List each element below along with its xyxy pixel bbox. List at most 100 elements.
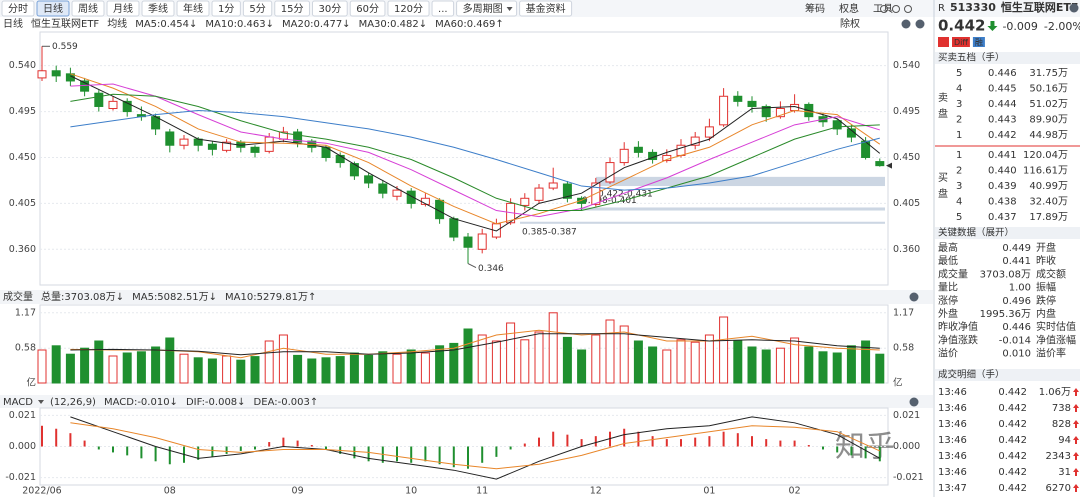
tab[interactable] [106,0,140,17]
trade-price: 0.442 [998,387,1027,398]
quote-change_pct: -2.00% [1044,20,1080,33]
tab-label[interactable]: ... [438,4,448,15]
ma-line [70,73,881,225]
key-value: 0.449 [1002,243,1031,254]
volume-bar [51,345,61,384]
key-label: 昨收净值 [938,320,978,333]
close-icon[interactable] [901,19,911,29]
key-label: 涨停 [938,294,958,307]
y-tick-label: 0.000 [893,441,920,452]
volume-bar [179,353,189,384]
ma-line [70,93,880,212]
volume-bar [463,328,473,384]
key-label: 昨收 [1036,254,1056,267]
tool[interactable]: 权息 [839,2,859,15]
tab[interactable] [311,0,348,17]
tab[interactable] [519,0,573,17]
macd-title: MACD [3,397,33,408]
x-tick-label: 08 [164,486,176,497]
volume-bar [633,340,643,384]
key-value: 3703.08万 [980,269,1031,280]
period: 日线 [3,17,23,30]
tab[interactable] [1,0,35,17]
key-label: 跌停 [1036,294,1056,307]
tab[interactable] [36,0,70,17]
volume-bar [619,325,629,384]
volume-bar [761,349,771,384]
ma-line [70,75,881,232]
tab-label[interactable]: 年线 [183,2,203,15]
tab-label[interactable]: 30分 [318,3,341,15]
volume-bar [704,334,714,384]
close-icon[interactable] [915,19,925,29]
tab-label[interactable]: 季线 [148,2,168,15]
trade-price: 0.442 [998,483,1027,494]
tab[interactable] [387,0,430,17]
tab[interactable] [431,0,455,17]
book-volume: 17.89万 [1029,212,1068,223]
last-price-marker [886,162,892,169]
candle-body [861,140,871,158]
gap-band [520,221,885,224]
book-volume: 50.16万 [1029,84,1068,95]
tab[interactable] [349,0,386,17]
book-level: 4 [956,84,962,95]
volume-ma-legend: MA5:5082.51万↓ [132,292,217,303]
tab[interactable] [141,0,175,17]
window-minimize[interactable] [880,5,888,13]
trade-price: 0.442 [998,467,1027,478]
adjust[interactable]: 除权 [840,17,860,30]
tab-label[interactable]: 120分 [394,3,423,15]
volume-bar [719,316,729,384]
tab-label[interactable]: 多周期图 [463,2,503,15]
tab-label[interactable]: 周线 [78,2,98,15]
book-price: 0.438 [988,197,1017,208]
window-close[interactable] [904,5,912,13]
macd-dropdown[interactable] [37,400,44,404]
tab-label[interactable]: 日线 [43,2,63,15]
tab[interactable] [211,0,241,17]
volume-bar [435,345,445,384]
buy-side-label: 盘 [938,187,948,200]
section-header [935,52,1080,64]
key-label: 成交量 [938,267,968,280]
close-icon[interactable] [909,397,919,407]
volume-bar [307,358,317,384]
x-tick-label: 01 [703,486,715,497]
macd-header-bg [0,395,933,408]
tab[interactable] [274,0,310,17]
tool[interactable]: 工具 [873,3,893,15]
volume-bar [207,358,217,384]
volume-bar [264,340,274,384]
close-icon[interactable] [1069,3,1079,13]
volume-bar [676,339,686,384]
tab[interactable] [71,0,105,17]
close-icon[interactable] [909,292,919,302]
candle-body [690,136,700,146]
tab-label[interactable]: 月线 [113,2,133,15]
tab-label[interactable]: 15分 [281,3,304,15]
y-tick-label: 0.540 [9,60,36,71]
tab-label[interactable]: 基金资料 [526,2,566,15]
book-price: 0.440 [988,166,1017,177]
tab-label[interactable]: 分时 [8,3,28,15]
key-value: 0.496 [1002,296,1031,307]
tab[interactable] [242,0,273,17]
y-tick-label: 0.021 [893,410,920,421]
trade-time: 13:46 [938,435,967,446]
tab-label[interactable]: 1分 [218,3,234,15]
section-title: 买卖五档（手） [938,52,1005,64]
book-volume: 44.98万 [1029,130,1068,141]
tool[interactable]: 筹码 [805,2,825,15]
volume-bar [832,352,842,384]
volume-bar [364,354,374,384]
tab[interactable] [456,0,518,17]
book-price: 0.439 [988,181,1017,192]
volume-bar [449,342,459,384]
macd-line [70,416,881,480]
tab-label[interactable]: 60分 [356,3,379,15]
tab-label[interactable]: 5分 [249,3,265,15]
sell-side-label: 卖 [938,92,948,104]
window-restore[interactable] [892,5,900,13]
tab[interactable] [176,0,210,17]
